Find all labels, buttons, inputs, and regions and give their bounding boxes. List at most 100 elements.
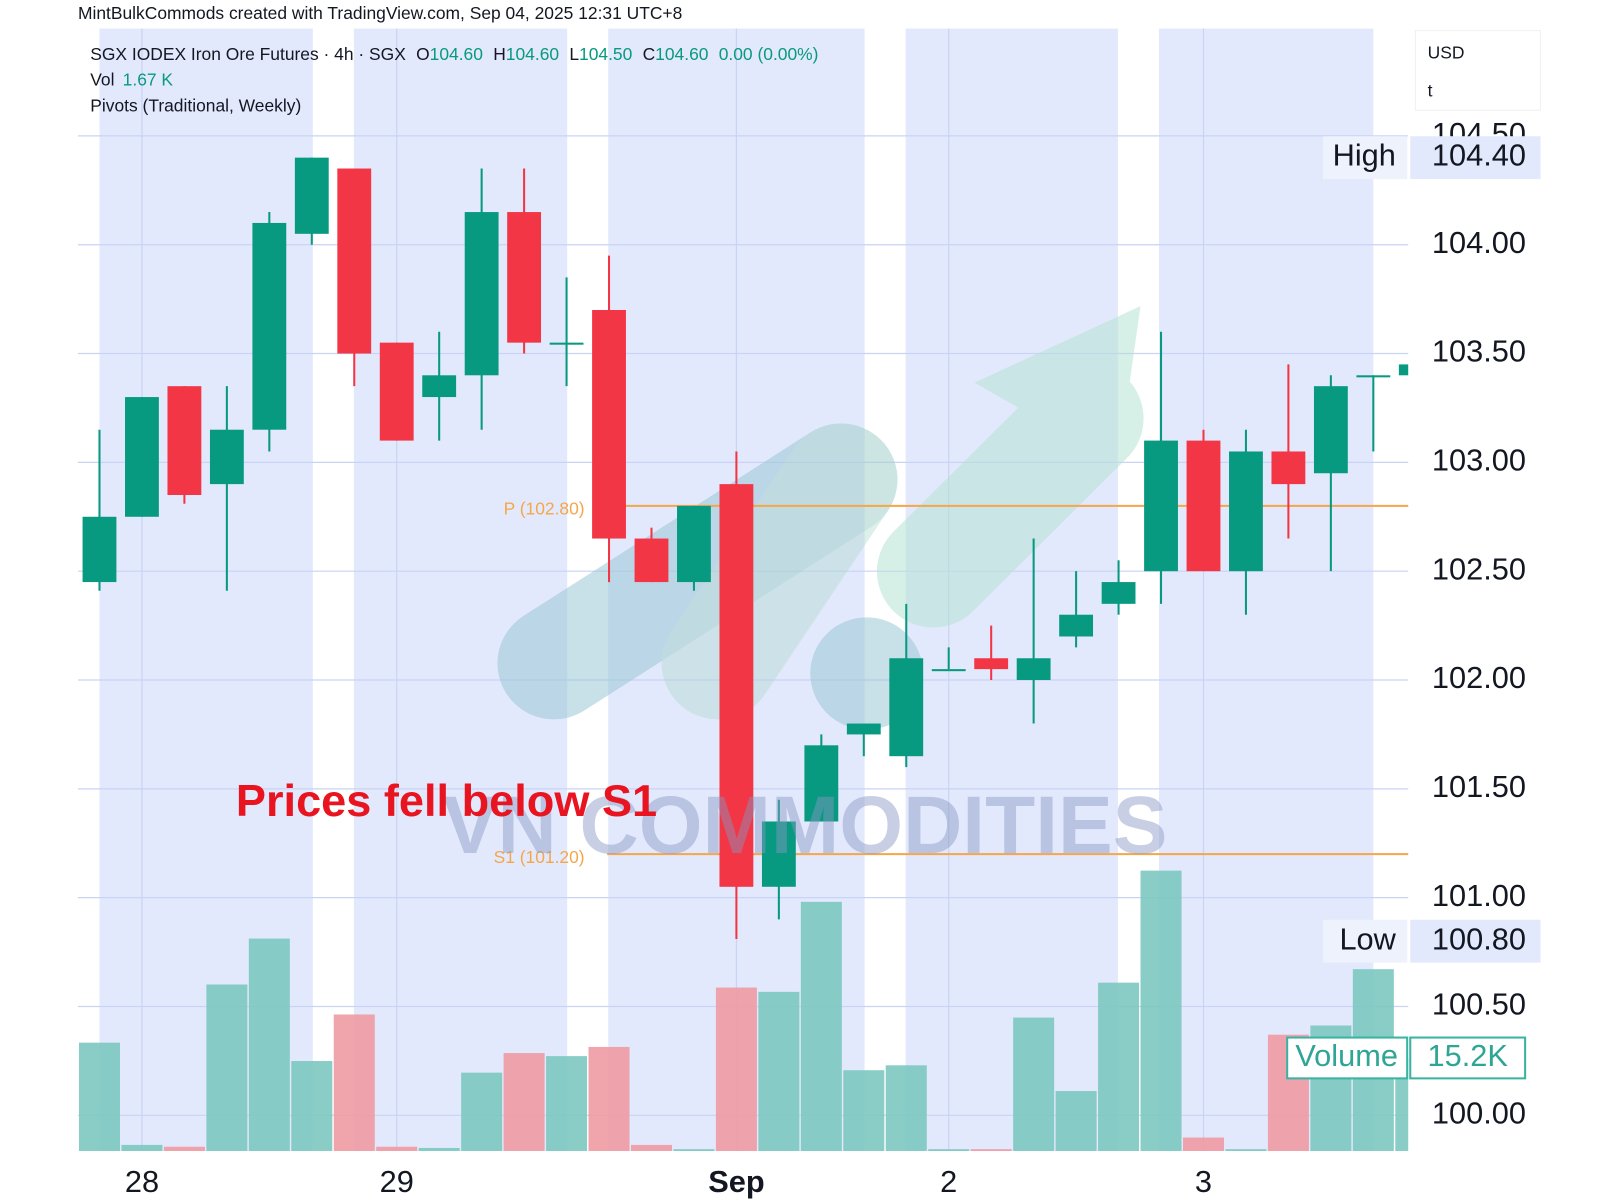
- price-axis: 100.00 100.50 101.00 101.50 102.00 102.50 103.…: [125, 116, 1526, 1199]
- unit: t: [1428, 80, 1433, 100]
- candle-body: [1144, 440, 1178, 572]
- candle-body: [252, 222, 287, 430]
- badge-bg: [1410, 919, 1541, 963]
- volume-bar: [1140, 870, 1182, 1152]
- candle-body: [931, 669, 966, 672]
- indicator: Pivots (Traditional, Weekly): [90, 96, 301, 116]
- currency-box: [1414, 30, 1542, 111]
- volume-bar: [461, 1072, 503, 1152]
- candle-body: [1271, 451, 1306, 485]
- pivot-label: S1 (101.20): [494, 847, 585, 867]
- candle-body: [294, 157, 329, 234]
- candle-body: [761, 821, 796, 887]
- volume-value: 15.2K: [1427, 1038, 1508, 1073]
- volume-badge: [1409, 1036, 1527, 1080]
- volume-bar: [376, 1146, 418, 1152]
- candle-body: [1398, 364, 1409, 376]
- x-tick-label: 2: [940, 1164, 957, 1199]
- volume-badge: [1286, 1036, 1409, 1080]
- candle-body: [507, 212, 542, 343]
- ohlc-key: H: [493, 44, 506, 64]
- volume-bar: [885, 1065, 927, 1152]
- x-tick-label: Sep: [708, 1164, 764, 1199]
- volume-bar: [503, 1053, 545, 1152]
- candle-body: [422, 375, 457, 398]
- candle-body: [1356, 375, 1391, 378]
- badge-name: Low: [1339, 921, 1396, 956]
- volume-bar: [78, 1042, 120, 1152]
- candle-body: [82, 516, 117, 583]
- candle-body: [1313, 386, 1348, 474]
- volume-legend: Vol 1.67 K: [90, 69, 173, 89]
- volume-bar: [248, 938, 290, 1152]
- candles: [82, 157, 1409, 940]
- volume-bar: [928, 1149, 970, 1152]
- volume-bar: [843, 1070, 885, 1152]
- badge-bg: [1323, 919, 1408, 963]
- annotation: Prices fell below S1: [236, 775, 657, 826]
- candle-body: [719, 484, 754, 887]
- volume-bar: [1098, 982, 1140, 1152]
- x-tick-label: 28: [125, 1164, 159, 1199]
- volume-bar: [630, 1144, 672, 1152]
- volume-name: Volume: [1295, 1038, 1398, 1073]
- y-tick-label: 102.50: [1432, 551, 1526, 586]
- x-tick-label: 3: [1195, 1164, 1212, 1199]
- volume-bar: [1182, 1137, 1224, 1152]
- change: 0.00 (0.00%): [719, 44, 819, 64]
- volume-bar: [163, 1146, 205, 1152]
- candle-body: [1016, 658, 1051, 681]
- y-tick-label: 100.50: [1432, 987, 1526, 1022]
- candle-body: [974, 658, 1009, 670]
- candle-body: [464, 212, 499, 376]
- candle-body: [1059, 614, 1094, 637]
- candle-body: [1229, 451, 1263, 572]
- candle-body: [804, 745, 839, 822]
- candle-body: [209, 429, 244, 485]
- ohlc-value: 104.60: [655, 44, 708, 64]
- volume-bar: [758, 991, 800, 1152]
- currency: USD: [1428, 43, 1465, 63]
- volume-bar: [1225, 1149, 1267, 1152]
- pivots: P (102.80) S1 (101.20): [494, 499, 1409, 867]
- ohlc-key: C: [643, 44, 656, 64]
- volume-bar: [588, 1046, 630, 1152]
- volume-bar: [546, 1056, 588, 1152]
- ohlc-value: 104.50: [579, 44, 632, 64]
- y-tick-label: 101.00: [1432, 878, 1526, 913]
- volume-bar: [1013, 1017, 1055, 1152]
- volume-bar: [121, 1144, 163, 1152]
- candle-body: [549, 342, 584, 345]
- ohlc-key: L: [569, 44, 579, 64]
- symbol: SGX IODEX Iron Ore Futures · 4h · SGX: [90, 44, 406, 64]
- volume-bar: [418, 1147, 460, 1152]
- candle-body: [125, 397, 159, 517]
- candle-body: [889, 658, 924, 757]
- volume-bar: [1055, 1091, 1097, 1152]
- candle-body: [1101, 582, 1136, 604]
- candle-body: [846, 723, 881, 735]
- volume-bar: [673, 1149, 715, 1152]
- legend-line: SGX IODEX Iron Ore Futures · 4h · SGX O10…: [90, 44, 818, 64]
- volume-bar: [291, 1061, 333, 1152]
- candle-body: [379, 342, 414, 441]
- candle-body: [592, 309, 626, 539]
- badges: High 104.40 Low 100.80 Volume 15.2K: [1286, 136, 1541, 1080]
- volume-bar: [1395, 1057, 1409, 1152]
- badge-bg: [1323, 136, 1408, 180]
- volume-bar: [970, 1149, 1012, 1152]
- candle-body: [634, 538, 669, 583]
- candle-body: [677, 505, 711, 583]
- x-tick-label: 29: [380, 1164, 414, 1199]
- y-tick-label: 100.00: [1432, 1095, 1526, 1130]
- ohlc-value: 104.60: [506, 44, 559, 64]
- candle-body: [167, 386, 202, 496]
- volume-bar: [715, 987, 757, 1152]
- y-tick-label: 103.50: [1432, 334, 1526, 369]
- ohlc-value: 104.60: [430, 44, 483, 64]
- vol-value: 1.67 K: [123, 69, 174, 89]
- volume-pane: [78, 870, 1409, 1152]
- y-tick-label: 102.00: [1432, 660, 1526, 695]
- candle-body: [1186, 440, 1221, 572]
